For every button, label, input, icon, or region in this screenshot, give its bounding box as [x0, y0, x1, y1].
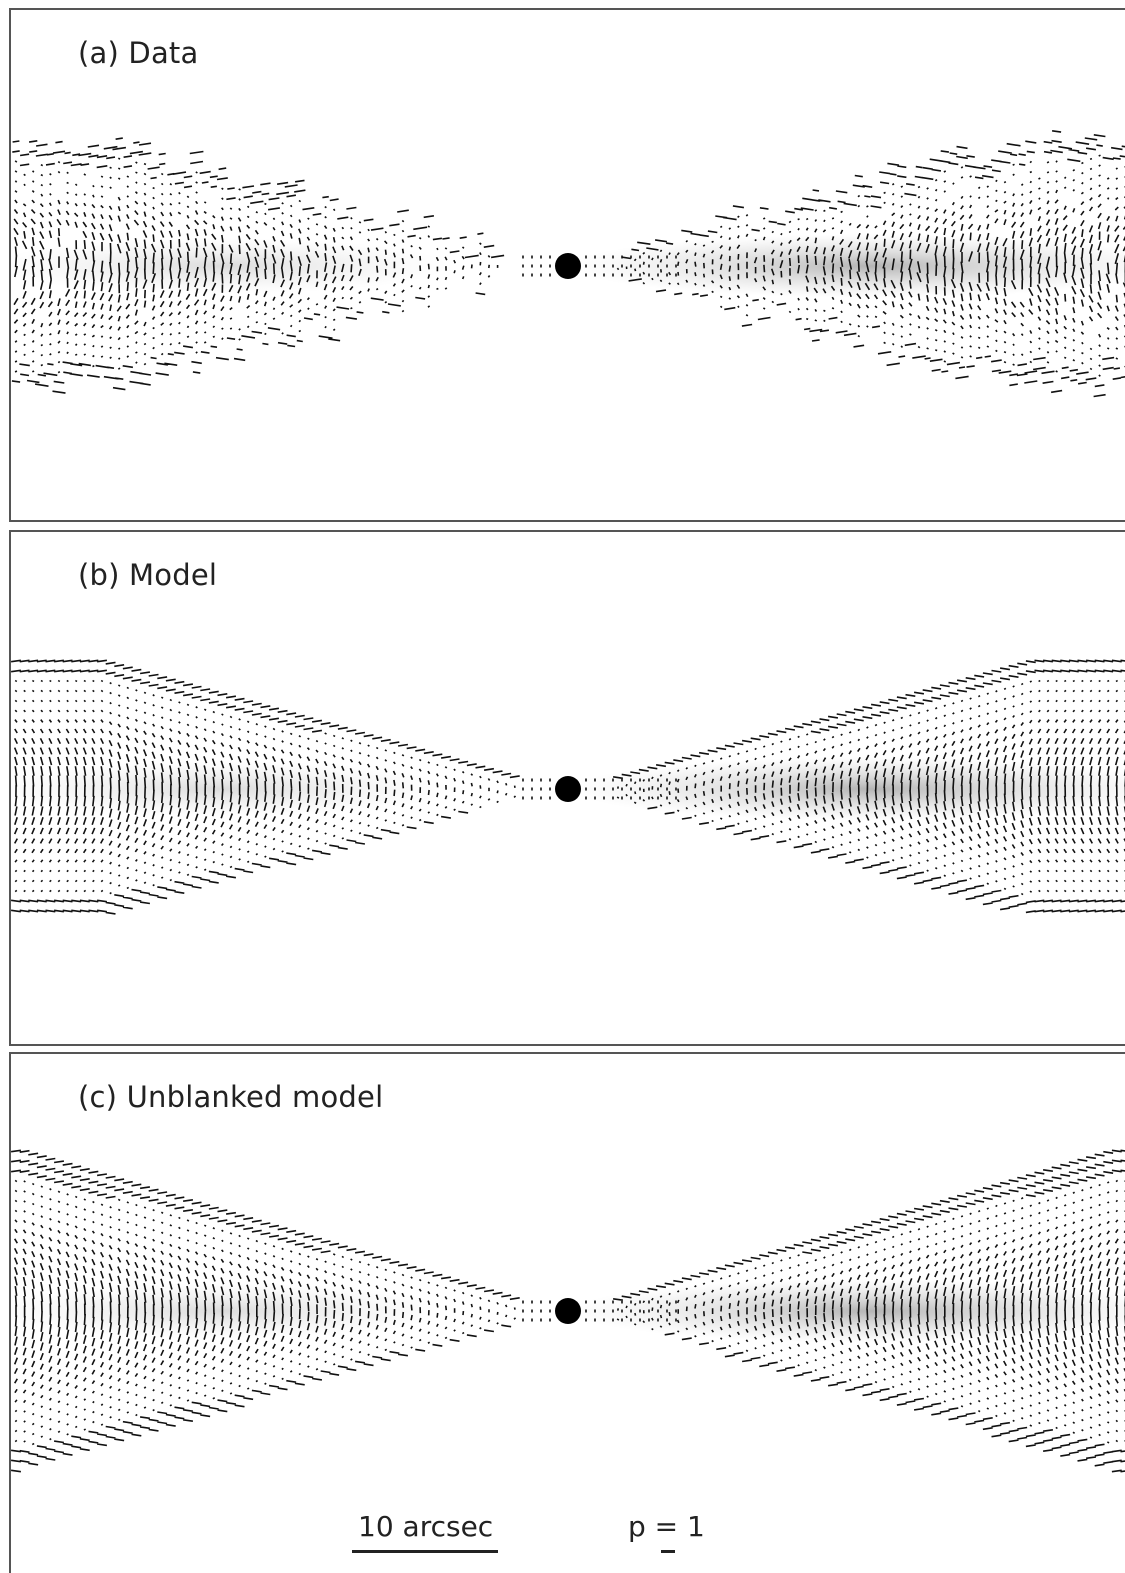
vector-key-line: [661, 1550, 675, 1553]
radio-core: [555, 1298, 581, 1324]
emission-right: [571, 757, 1125, 821]
vector-key-label: p = 1: [628, 1510, 705, 1543]
panel-label-model: (b) Model: [78, 558, 218, 592]
vector-field-model: [11, 659, 1125, 915]
polarization-vectors: [11, 659, 1125, 915]
radio-core: [555, 253, 581, 279]
scale-bar: 10 arcsec: [352, 1510, 502, 1554]
panel-label-unblanked-model: (c) Unblanked model: [78, 1080, 384, 1114]
vector-key: p = 1: [628, 1510, 738, 1554]
polarization-vectors: [11, 1149, 1125, 1473]
vector-marks: [11, 1149, 1125, 1473]
vector-marks: [11, 659, 1125, 915]
panel-model: (b) Model: [9, 530, 1125, 1046]
panel-data: (a) Data: [9, 8, 1125, 522]
scale-bar-line: [352, 1550, 498, 1553]
vector-field-unblanked-model: [11, 1149, 1125, 1473]
polarization-vectors: [11, 130, 1125, 398]
panel-unblanked-model: (c) Unblanked model: [9, 1052, 1125, 1573]
emission-right: [571, 1279, 1125, 1343]
scale-bar-label: 10 arcsec: [358, 1510, 494, 1543]
emission-right: [571, 234, 1125, 298]
vector-field-data: [11, 130, 1125, 398]
panel-label-data: (a) Data: [78, 36, 199, 70]
vector-marks: [11, 130, 1125, 398]
radio-core: [555, 776, 581, 802]
